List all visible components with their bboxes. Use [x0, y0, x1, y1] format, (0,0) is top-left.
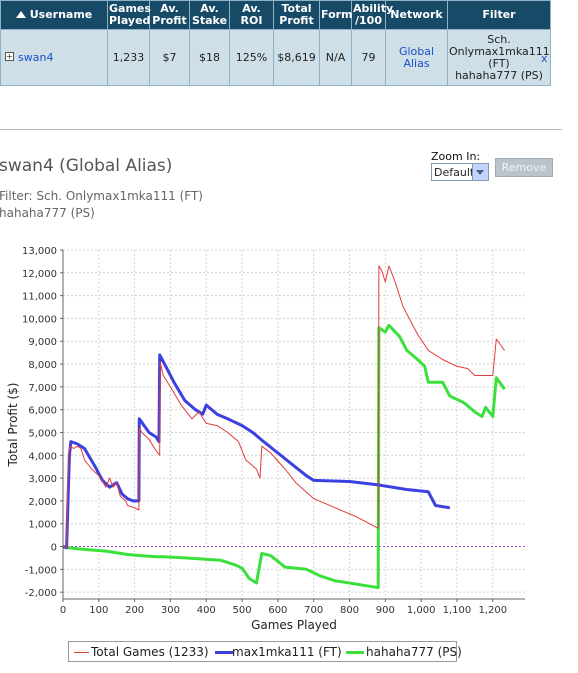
x-tick-label: 1,100	[443, 605, 472, 616]
col-header-network[interactable]: Network	[385, 0, 448, 30]
series-line-0	[62, 265, 506, 549]
legend-label: hahaha777 (PS)	[366, 645, 462, 659]
legend-swatch	[215, 651, 233, 654]
y-tick-label: -2,000	[25, 588, 57, 599]
y-tick-label: 1,000	[28, 520, 57, 531]
x-tick-label: 400	[197, 605, 216, 616]
chart-title: swan4 (Global Alias)	[0, 156, 173, 176]
y-tick-label: 4,000	[28, 451, 57, 462]
x-tick-label: 300	[161, 605, 180, 616]
x-tick-label: 200	[125, 605, 144, 616]
expand-icon[interactable]: +	[5, 51, 14, 61]
zoom-selected-value: Default	[434, 166, 475, 179]
dropdown-arrow-icon[interactable]	[472, 164, 488, 180]
filter-line: Sch.	[487, 32, 511, 46]
col-header-filter: Filter	[447, 0, 551, 30]
x-axis-label: Games Played	[251, 618, 337, 632]
col-header-total-profit[interactable]: Total Profit	[273, 0, 320, 30]
y-tick-label: 0	[51, 543, 57, 554]
y-tick-label: -1,000	[25, 565, 57, 576]
x-tick-label: 600	[268, 605, 287, 616]
series-line-1	[62, 353, 451, 550]
network-link[interactable]: Global Alias	[385, 29, 448, 86]
x-tick-label: 800	[340, 605, 359, 616]
y-tick-label: 8,000	[28, 360, 57, 371]
remove-button[interactable]: Remove	[495, 158, 553, 177]
x-tick-label: 1,200	[478, 605, 507, 616]
cell-ability: 79	[351, 29, 386, 86]
x-tick-label: 1,000	[407, 605, 436, 616]
y-tick-label: 12,000	[22, 269, 57, 280]
filter-line: (FT)	[488, 56, 510, 70]
col-header-games-played[interactable]: Games Played	[107, 0, 151, 30]
cell-av-profit: $7	[149, 29, 190, 86]
username-link[interactable]: swan4	[18, 50, 54, 64]
y-tick-label: 11,000	[22, 292, 57, 303]
section-divider	[0, 129, 562, 130]
y-tick-label: 10,000	[22, 314, 57, 325]
remove-row-link[interactable]: x	[541, 52, 548, 65]
x-tick-label: 700	[304, 605, 323, 616]
x-tick-label: 100	[89, 605, 108, 616]
table-header-row: Username Games Played Av. Profit Av. Sta…	[0, 0, 551, 30]
x-tick-label: 900	[376, 605, 395, 616]
series-line-2	[62, 323, 506, 590]
col-header-av-roi[interactable]: Av. ROI	[229, 0, 274, 30]
y-tick-label: 9,000	[28, 337, 57, 348]
y-tick-label: 3,000	[28, 474, 57, 485]
col-header-av-profit[interactable]: Av. Profit	[149, 0, 190, 30]
cell-games-played: 1,233	[107, 29, 150, 86]
filter-line: hahaha777 (PS)	[455, 68, 543, 82]
cell-filter: Sch. Onlymax1mka111 (FT) hahaha777 (PS)	[447, 29, 551, 86]
y-tick-label: 13,000	[22, 246, 57, 257]
cell-form: N/A	[319, 29, 352, 86]
profit-line-chart: 0 100 200 300 400 500 600 700 800 900 1,000 1,100 1,…	[6, 246, 525, 632]
x-tick-label: 0	[60, 605, 66, 616]
col-header-form[interactable]: Form	[319, 0, 353, 30]
col-header-username[interactable]: Username	[0, 0, 108, 30]
col-header-ability[interactable]: Ability /100	[351, 0, 393, 30]
legend-swatch	[74, 652, 89, 653]
y-tick-label: 5,000	[28, 428, 57, 439]
legend-label: Total Games (1233)	[91, 645, 209, 659]
x-tick-label: 500	[233, 605, 252, 616]
filter-line: Onlymax1mka111	[449, 44, 550, 58]
cell-av-stake: $18	[189, 29, 230, 86]
chart-filter-line: hahaha777 (PS)	[0, 206, 95, 220]
cell-total-profit: $8,619	[273, 29, 320, 86]
legend-swatch	[346, 651, 364, 654]
y-axis-label: Total Profit ($)	[6, 383, 20, 468]
y-tick-label: 2,000	[28, 497, 57, 508]
player-summary-table: Username Games Played Av. Profit Av. Sta…	[0, 0, 551, 86]
chart-filter-line: Filter: Sch. Onlymax1mka111 (FT)	[0, 189, 203, 203]
zoom-label: Zoom In:	[431, 150, 481, 163]
cell-username[interactable]: + swan4	[0, 29, 108, 86]
y-tick-label: 7,000	[28, 383, 57, 394]
chart-legend: Total Games (1233) max1mka111 (FT) hahah…	[68, 641, 462, 662]
sort-arrow-icon[interactable]	[15, 10, 26, 18]
cell-av-roi: 125%	[229, 29, 274, 86]
y-tick-label: 6,000	[28, 406, 57, 417]
table-row: + swan4 1,233 $7 $18 125% $8,619 N/A 79 G…	[0, 29, 551, 86]
zoom-select[interactable]: Default	[431, 163, 489, 181]
legend-label: max1mka111 (FT)	[232, 645, 342, 659]
col-header-av-stake[interactable]: Av. Stake	[189, 0, 230, 30]
